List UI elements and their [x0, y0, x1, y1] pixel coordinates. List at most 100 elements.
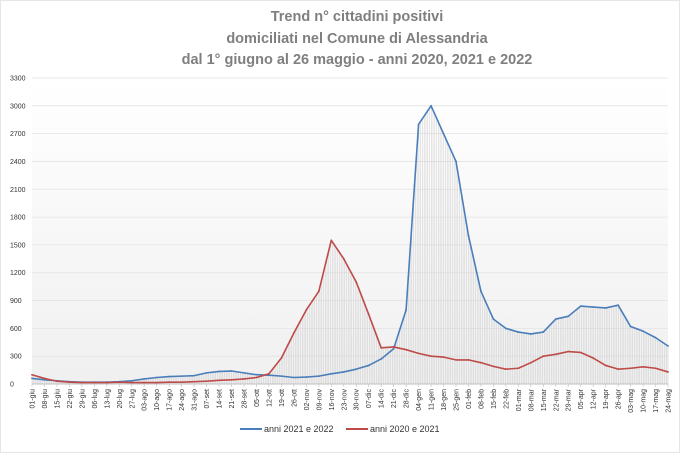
data-point	[480, 361, 482, 364]
data-point	[629, 367, 632, 370]
data-point	[592, 357, 595, 359]
x-tick-label: 05-ott	[254, 389, 261, 407]
data-point	[180, 381, 183, 384]
x-tick-label: 05-apr	[578, 388, 585, 409]
x-tick-label: 15-mar	[541, 388, 548, 411]
data-point	[654, 336, 657, 339]
chart-title-line-1: Trend n° cittadini positivi	[271, 9, 444, 25]
data-point	[417, 123, 420, 126]
x-tick-label: 24-ago	[179, 389, 186, 411]
data-point	[317, 290, 320, 293]
y-tick-label: 0	[10, 382, 14, 389]
data-point	[130, 381, 133, 384]
x-tick-label: 03-ago	[142, 389, 149, 411]
x-tick-label: 26-ott	[291, 389, 298, 407]
x-tick-label: 23-nov	[341, 389, 348, 411]
data-point	[155, 381, 158, 384]
x-tick-label: 13-lug	[104, 389, 111, 409]
data-point	[430, 104, 432, 107]
x-tick-label: 15-giu	[54, 389, 61, 409]
data-point	[43, 377, 46, 380]
data-point	[268, 372, 270, 375]
data-point	[155, 376, 158, 379]
data-point	[604, 364, 607, 367]
y-tick-label: 1800	[10, 215, 26, 222]
legend-label-series-2: anni 2020 e 2021	[370, 424, 440, 434]
x-tick-label: 19-apr	[603, 388, 610, 409]
data-point	[380, 346, 383, 349]
data-point	[554, 353, 557, 356]
y-tick-label: 1200	[10, 270, 26, 277]
x-tick-label: 29-mar	[566, 388, 573, 411]
data-point	[193, 380, 196, 383]
gridlines	[32, 77, 668, 357]
data-point	[442, 356, 445, 359]
data-point	[455, 358, 457, 361]
y-tick-label: 600	[10, 326, 22, 333]
x-tick-label: 31-ago	[192, 389, 199, 411]
data-point	[80, 381, 83, 384]
x-tick-label: 25-gen	[454, 389, 461, 411]
series-line-1	[31, 105, 669, 383]
data-point	[317, 375, 320, 378]
x-tick-label: 01-giu	[30, 389, 37, 409]
x-tick-label: 16-nov	[329, 389, 336, 411]
data-point	[292, 376, 295, 379]
x-tick-label: 11-gen	[429, 389, 436, 410]
data-point	[579, 305, 582, 308]
data-point	[355, 281, 358, 283]
data-point	[504, 368, 507, 371]
data-point	[56, 380, 58, 383]
data-point	[654, 367, 657, 370]
data-point	[305, 376, 308, 378]
data-point	[642, 365, 644, 368]
data-point	[68, 381, 71, 384]
data-point	[629, 325, 632, 328]
chart-title-line-2: domiciliati nel Comune di Alessandria	[226, 31, 488, 47]
x-tick-label: 26-apr	[616, 388, 623, 409]
data-point	[355, 368, 358, 371]
data-point	[617, 368, 620, 371]
y-tick-label: 2400	[10, 159, 26, 166]
series-lines	[31, 104, 669, 384]
data-point	[43, 378, 46, 381]
data-point	[617, 304, 620, 307]
data-point	[542, 355, 545, 358]
x-tick-label: 21-set	[229, 389, 236, 409]
data-point	[143, 378, 146, 380]
x-tick-label: 12-ott	[266, 389, 273, 407]
x-tick-label: 28-set	[242, 389, 249, 409]
data-point	[667, 371, 669, 373]
data-point	[255, 373, 258, 376]
x-tick-label: 19-ott	[279, 389, 286, 407]
data-point	[492, 365, 495, 368]
data-point	[205, 380, 208, 383]
data-point	[542, 331, 545, 333]
data-point	[567, 350, 570, 353]
data-point	[455, 160, 457, 163]
x-tick-label: 07-set	[204, 389, 211, 409]
x-tick-label: 27-lug	[129, 389, 136, 409]
x-tick-label: 14-dic	[379, 389, 386, 409]
y-tick-label: 3000	[10, 103, 26, 110]
data-point	[330, 372, 333, 375]
x-tick-label: 28-dic	[404, 389, 411, 409]
data-point	[105, 381, 108, 384]
data-point	[243, 378, 245, 380]
x-tick-label: 15-feb	[491, 389, 498, 409]
x-tick-label: 24-mag	[666, 389, 673, 413]
x-tick-label: 02-nov	[304, 389, 311, 411]
data-point	[367, 313, 370, 316]
x-tick-label: 22-mar	[553, 388, 560, 411]
x-tick-label: 14-set	[217, 389, 224, 409]
data-point	[579, 351, 582, 354]
x-tick-label: 04-gen	[416, 389, 423, 411]
data-point	[193, 374, 196, 377]
y-tick-label: 900	[10, 298, 22, 305]
data-point	[342, 257, 345, 260]
data-point	[492, 318, 495, 320]
data-point	[330, 239, 333, 242]
x-tick-label: 29-giu	[79, 389, 86, 409]
